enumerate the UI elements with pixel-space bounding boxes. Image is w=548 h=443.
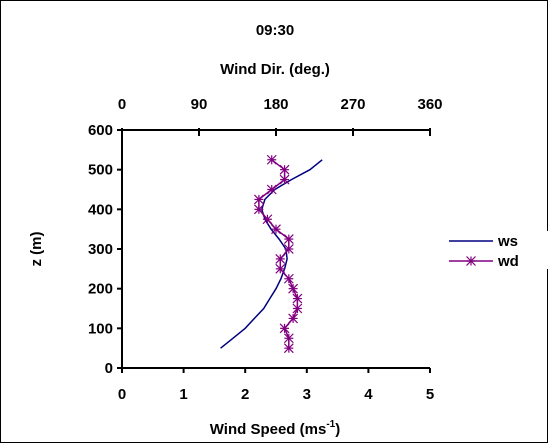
- marker-wd: [279, 164, 290, 175]
- marker-wd: [275, 253, 286, 264]
- legend-label-wd: wd: [497, 253, 519, 270]
- bottom-axis-title-main: Wind Speed (ms: [210, 421, 327, 438]
- bottom-tick-label: 1: [179, 386, 187, 403]
- marker-wd: [279, 174, 290, 185]
- y-tick-label: 0: [105, 360, 113, 377]
- chart-title: 09:30: [256, 22, 294, 39]
- legend-box: [445, 231, 548, 269]
- marker-wd: [262, 214, 273, 225]
- bottom-axis-title: Wind Speed (ms-1): [210, 419, 340, 438]
- marker-wd: [275, 263, 286, 274]
- marker-wd: [266, 184, 277, 195]
- top-tick-label: 0: [118, 96, 126, 113]
- marker-wd: [283, 343, 294, 354]
- marker-wd: [292, 303, 303, 314]
- top-tick-label: 90: [191, 96, 208, 113]
- y-axis-title: z (m): [28, 232, 45, 267]
- bottom-tick-label: 5: [426, 386, 434, 403]
- y-tick-label: 600: [88, 122, 113, 139]
- marker-wd: [253, 194, 264, 205]
- bottom-tick-label: 0: [118, 386, 126, 403]
- top-tick-label: 180: [263, 96, 288, 113]
- marker-wd: [292, 293, 303, 304]
- y-tick-label: 100: [88, 320, 113, 337]
- marker-wd: [271, 224, 281, 235]
- bottom-tick-label: 3: [303, 386, 311, 403]
- y-tick-label: 500: [88, 162, 113, 179]
- bottom-axis-title-tail: ): [335, 421, 340, 438]
- plot-area: 0 100 200 300 400 500 600 0 1 2 3 4 5 0 90 180 270 360: [88, 96, 443, 403]
- marker-wd: [253, 204, 264, 215]
- marker-wd: [288, 283, 299, 294]
- bottom-tick-label: 4: [364, 386, 373, 403]
- top-axis-title: Wind Dir. (deg.): [220, 61, 330, 78]
- marker-wd: [266, 154, 277, 165]
- bottom-tick-label: 2: [241, 386, 249, 403]
- legend-label-ws: ws: [497, 233, 518, 250]
- marker-wd: [283, 333, 294, 344]
- top-tick-label: 360: [417, 96, 442, 113]
- marker-wd: [283, 234, 294, 245]
- bottom-axis-title-sup: -1: [326, 419, 335, 430]
- y-tick-label: 300: [88, 241, 113, 258]
- marker-wd: [283, 273, 294, 284]
- marker-wd: [279, 323, 290, 334]
- y-tick-label: 200: [88, 281, 113, 298]
- y-tick-label: 400: [88, 201, 113, 218]
- top-tick-label: 270: [340, 96, 365, 113]
- marker-wd: [283, 244, 294, 254]
- marker-wd: [288, 313, 299, 324]
- legend: ws wd: [449, 233, 519, 270]
- legend-marker-wd: [466, 256, 476, 266]
